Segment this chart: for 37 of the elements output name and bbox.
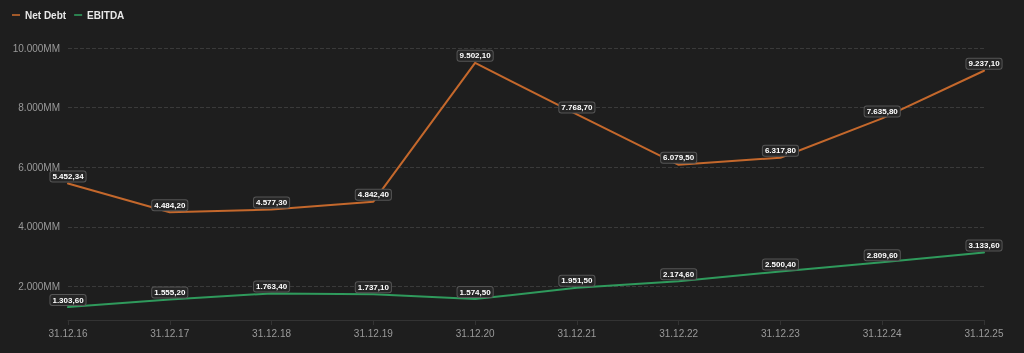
data-label: 1.737,10 — [357, 282, 390, 292]
data-label: 9.502,10 — [459, 51, 492, 61]
legend-label: Net Debt — [25, 9, 67, 21]
data-label: 1.951,50 — [561, 276, 594, 286]
data-label: 1.574,50 — [459, 287, 492, 297]
y-tick-label: 8.000MM — [18, 102, 60, 114]
data-label: 7.768,70 — [561, 102, 594, 112]
data-label: 9.237,10 — [968, 59, 1001, 69]
y-tick-label: 6.000MM — [18, 161, 60, 173]
x-tick-label: 31.12.23 — [760, 327, 801, 339]
data-label: 6.317,80 — [764, 146, 797, 156]
data-label: 3.133,60 — [968, 241, 1001, 251]
data-label: 4.577,30 — [255, 198, 288, 208]
data-label: 2.174,60 — [663, 269, 695, 279]
data-label: 4.484,20 — [154, 200, 186, 210]
x-tick-label: 31.12.17 — [150, 327, 190, 339]
data-label: 7.635,80 — [866, 106, 899, 116]
data-label: 6.079,50 — [663, 153, 695, 163]
data-label: 5.452,34 — [52, 171, 85, 181]
x-tick-label: 31.12.24 — [862, 327, 903, 339]
data-label: 2.500,40 — [764, 259, 797, 269]
data-label: 4.842,40 — [357, 190, 390, 200]
x-tick-label: 31.12.18 — [252, 327, 292, 339]
data-label: 1.303,60 — [52, 295, 85, 305]
x-tick-label: 31.12.25 — [964, 327, 1004, 339]
y-tick-label: 2.000MM — [18, 280, 60, 292]
y-tick-label: 10.000MM — [12, 42, 60, 54]
x-tick-label: 31.12.22 — [659, 327, 699, 339]
data-label: 1.763,40 — [255, 281, 288, 291]
data-label: 1.555,20 — [154, 288, 186, 298]
legend-label: EBITDA — [87, 9, 125, 21]
x-tick-label: 31.12.16 — [48, 327, 88, 339]
x-tick-label: 31.12.19 — [353, 327, 394, 339]
y-tick-label: 4.000MM — [18, 221, 60, 233]
data-label: 2.809,60 — [866, 250, 899, 260]
x-tick-label: 31.12.20 — [455, 327, 496, 339]
x-tick-label: 31.12.21 — [557, 327, 597, 339]
